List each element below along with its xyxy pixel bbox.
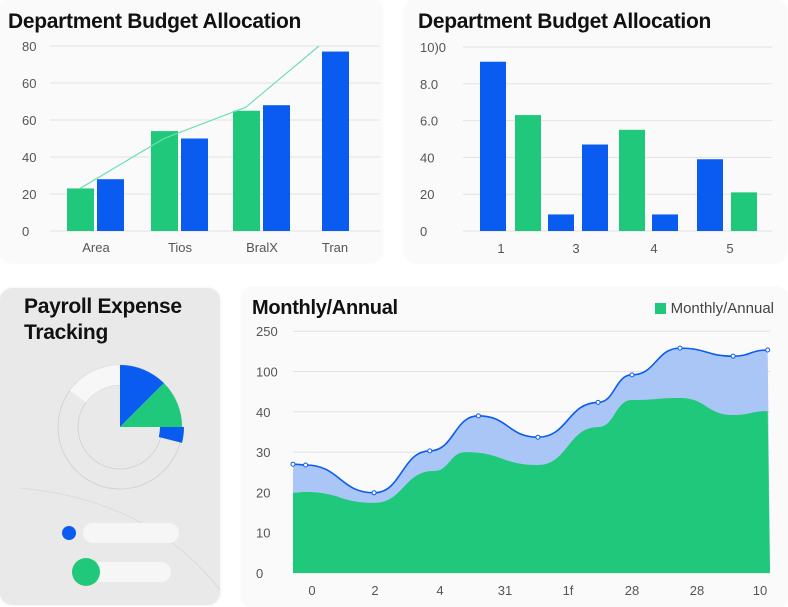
data-point [427, 448, 433, 454]
pie-slice-blue [120, 365, 164, 427]
bar-green [67, 188, 94, 231]
legend: Monthly/Annual [654, 300, 774, 317]
bar-blue [322, 51, 349, 231]
legend-bar [83, 523, 179, 543]
legend-dot-green [72, 558, 100, 586]
x-tick-label: Tran [322, 240, 348, 255]
bar-blue [263, 105, 290, 231]
bar-green [151, 131, 178, 231]
bar-green [619, 129, 645, 231]
x-tick-label: 1 [497, 241, 504, 256]
y-tick-label: 80 [22, 39, 36, 54]
x-tick-label: 5 [726, 241, 733, 256]
bar-blue [480, 61, 506, 231]
data-point [371, 490, 377, 496]
x-tick-label: 28 [690, 583, 704, 598]
legend-dot-blue [62, 526, 76, 540]
y-tick-label: 40 [22, 150, 36, 165]
y-tick-label: 250 [256, 324, 278, 339]
x-tick-label: 28 [625, 583, 639, 598]
data-point [765, 347, 771, 353]
chart-title: Payroll Expense Tracking [24, 295, 182, 344]
x-tick-label: 4 [436, 583, 443, 598]
legend-swatch [654, 303, 666, 314]
y-tick-label: 10 [256, 526, 270, 541]
bar-green [515, 115, 541, 231]
chart-title: Department Budget Allocation [418, 10, 712, 33]
x-tick-label: 4 [650, 241, 657, 256]
payroll-card: Payroll Expense Tracking [0, 288, 220, 605]
y-tick-label: 40 [256, 405, 270, 420]
y-tick-label: 20 [256, 485, 270, 500]
data-point [677, 345, 683, 351]
x-tick-label: BralX [246, 240, 278, 255]
x-tick-label: 2 [371, 583, 378, 598]
x-tick-label: 3 [572, 241, 579, 256]
data-point [475, 413, 481, 419]
x-tick-label: Area [82, 240, 110, 255]
y-tick-label: 100 [256, 365, 278, 380]
bar-blue [582, 144, 608, 231]
bar-blue [181, 138, 208, 231]
x-tick-label: 31 [498, 583, 512, 598]
x-tick-label: 1f [563, 583, 574, 598]
bar-blue [97, 179, 124, 231]
decor-curve [19, 487, 221, 591]
y-tick-label: 20 [420, 187, 434, 202]
y-tick-label: 40 [420, 150, 434, 165]
bar-green [731, 192, 757, 231]
y-tick-label: 60 [22, 113, 36, 128]
y-tick-label: 8.0 [420, 77, 438, 92]
pie-slice-green [120, 383, 182, 427]
y-tick-label: 0 [256, 566, 263, 581]
pie-track [69, 365, 120, 403]
y-tick-label: 60 [22, 76, 36, 91]
legend-label: Monthly/Annual [670, 300, 774, 317]
data-point [535, 434, 541, 440]
y-tick-label: 0 [22, 224, 29, 239]
y-tick-label: 10)0 [420, 40, 446, 55]
bar-blue [697, 159, 723, 231]
trend-line [79, 45, 320, 189]
y-tick-label: 30 [256, 445, 270, 460]
y-tick-label: 20 [22, 187, 36, 202]
x-tick-label: 0 [308, 583, 315, 598]
bar-blue [548, 214, 574, 231]
y-tick-label: 6.0 [420, 114, 438, 129]
data-point [290, 461, 296, 467]
y-tick-label: 0 [420, 224, 427, 239]
area-green [293, 397, 770, 573]
pie-slice-blue [158, 427, 184, 443]
x-tick-label: 10 [753, 583, 767, 598]
chart-title: Monthly/Annual [252, 297, 398, 319]
data-point [730, 353, 736, 359]
data-point [595, 399, 601, 405]
bar-green [233, 110, 260, 231]
x-tick-label: Tios [168, 240, 193, 255]
data-point [303, 462, 309, 468]
legend-bar [90, 562, 171, 582]
line-blue [292, 347, 768, 494]
bar-blue [652, 214, 678, 231]
data-point [629, 372, 635, 378]
chart-title: Department Budget Allocation [8, 10, 302, 33]
